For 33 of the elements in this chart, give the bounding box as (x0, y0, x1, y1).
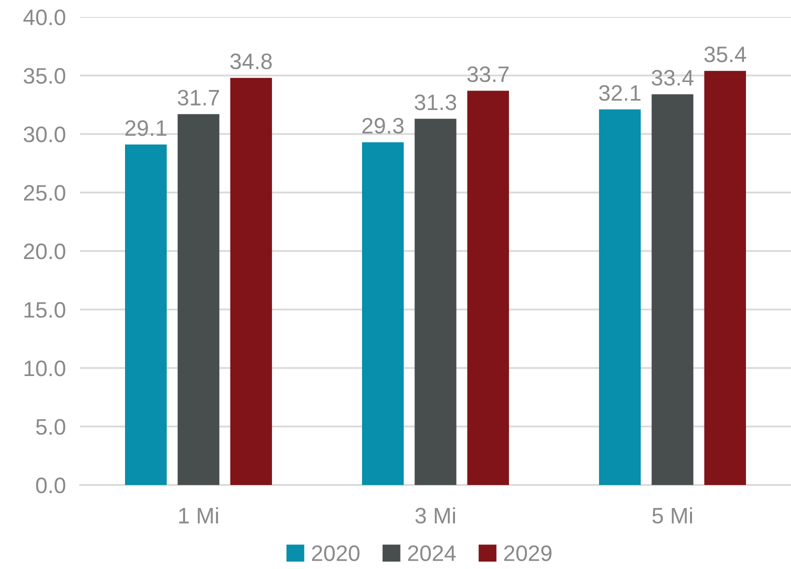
x-tick-label: 5 Mi (652, 507, 692, 524)
bar (704, 70, 746, 485)
y-tick-label: 10.0 (24, 360, 66, 376)
legend-label: 2020 (312, 545, 360, 562)
y-tick-label: 25.0 (24, 185, 66, 201)
data-label: 34.8 (230, 54, 272, 70)
bar (414, 118, 456, 485)
y-tick-label: 35.0 (24, 68, 66, 84)
legend-label: 2029 (504, 545, 552, 562)
legend-label: 2024 (408, 545, 456, 562)
bar (230, 78, 272, 485)
x-tick-label: 3 Mi (415, 507, 455, 524)
bar (599, 109, 641, 485)
data-label: 32.1 (599, 85, 640, 101)
y-tick-label: 15.0 (24, 302, 66, 318)
data-label: 33.7 (467, 66, 509, 82)
bar (125, 144, 167, 485)
data-label: 29.3 (362, 118, 404, 134)
data-label: 33.4 (652, 70, 694, 86)
bar (362, 142, 404, 485)
y-tick-label: 30.0 (24, 126, 66, 142)
y-tick-label: 20.0 (24, 244, 66, 260)
data-label: 29.1 (125, 120, 166, 136)
bar (652, 94, 694, 485)
data-label: 35.4 (704, 46, 746, 62)
bar (467, 90, 509, 485)
data-label: 31.7 (178, 90, 220, 106)
data-label: 31.3 (414, 94, 456, 110)
y-tick-label: 0.0 (36, 478, 66, 494)
y-tick-label: 5.0 (36, 419, 66, 435)
bar (178, 114, 220, 485)
x-tick-label: 1 Mi (179, 507, 218, 524)
y-tick-label: 40.0 (23, 10, 66, 26)
